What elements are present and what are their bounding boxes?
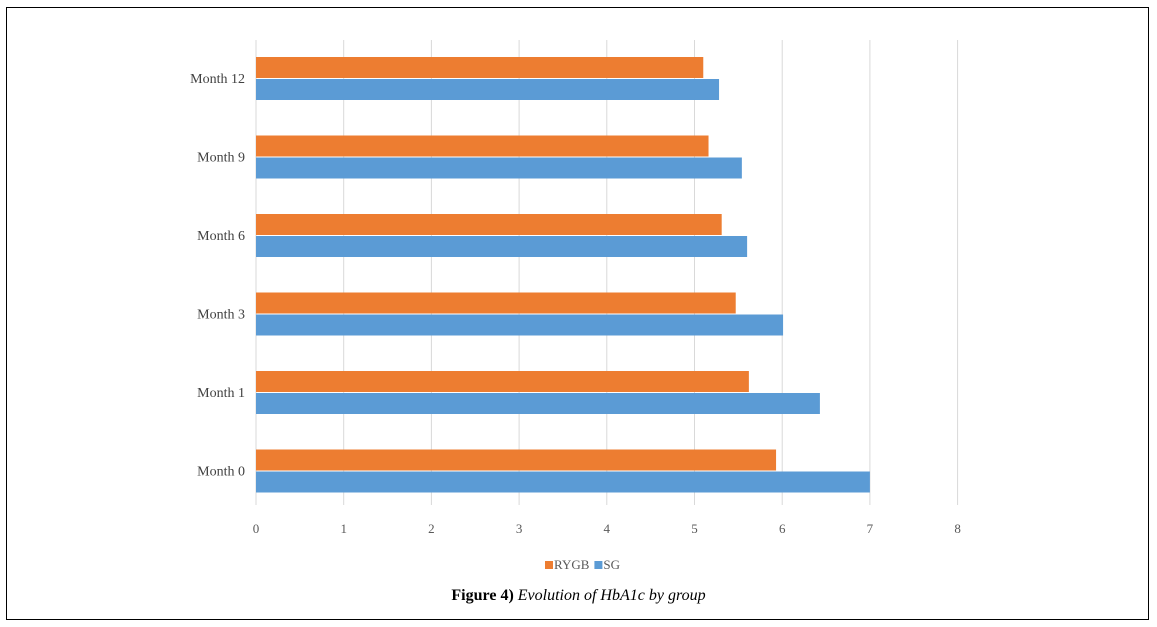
bar-rygb-month-1 [256, 371, 749, 392]
legend-swatch-rygb [545, 561, 553, 569]
gridlines [255, 40, 959, 505]
bar-rygb-month-12 [256, 57, 704, 78]
category-label: Month 1 [197, 386, 245, 401]
x-tick-label: 2 [428, 521, 435, 536]
bars [256, 57, 870, 493]
x-tick-label: 5 [691, 521, 698, 536]
figure-caption: Figure 4) Evolution of HbA1c by group [0, 587, 1157, 605]
bar-rygb-month-3 [256, 292, 736, 314]
x-tick-label: 7 [867, 521, 874, 536]
caption-text: Evolution of HbA1c by group [517, 587, 706, 604]
legend-label-rygb: RYGB [554, 557, 590, 572]
caption-label: Figure 4) [451, 587, 514, 604]
y-axis-categories: Month 0 Month 1 Month 3 Month 6 Month 9 Month… [190, 72, 245, 480]
x-tick-label: 1 [340, 521, 347, 536]
x-axis-ticks: 0 1 2 3 4 5 6 7 8 [253, 521, 961, 536]
category-label: Month 0 [197, 465, 245, 480]
x-tick-label: 0 [253, 521, 260, 536]
category-label: Month 3 [197, 308, 245, 323]
category-label: Month 6 [197, 229, 245, 244]
category-label: Month 12 [190, 72, 245, 87]
x-tick-label: 8 [954, 521, 961, 536]
legend: RYGB SG [545, 557, 620, 572]
x-tick-label: 4 [604, 521, 611, 536]
bar-sg-month-9 [256, 157, 742, 179]
bar-rygb-month-6 [256, 214, 722, 235]
x-tick-label: 3 [516, 521, 523, 536]
bar-rygb-month-9 [256, 135, 709, 157]
bar-sg-month-12 [256, 79, 720, 100]
bar-sg-month-6 [256, 236, 748, 257]
bar-sg-month-0 [256, 471, 870, 493]
bar-sg-month-1 [256, 393, 820, 414]
x-tick-label: 6 [779, 521, 786, 536]
bar-sg-month-3 [256, 314, 784, 336]
bar-rygb-month-0 [256, 449, 777, 471]
legend-label-sg: SG [603, 557, 620, 572]
legend-swatch-sg [594, 561, 603, 569]
category-label: Month 9 [197, 151, 245, 166]
